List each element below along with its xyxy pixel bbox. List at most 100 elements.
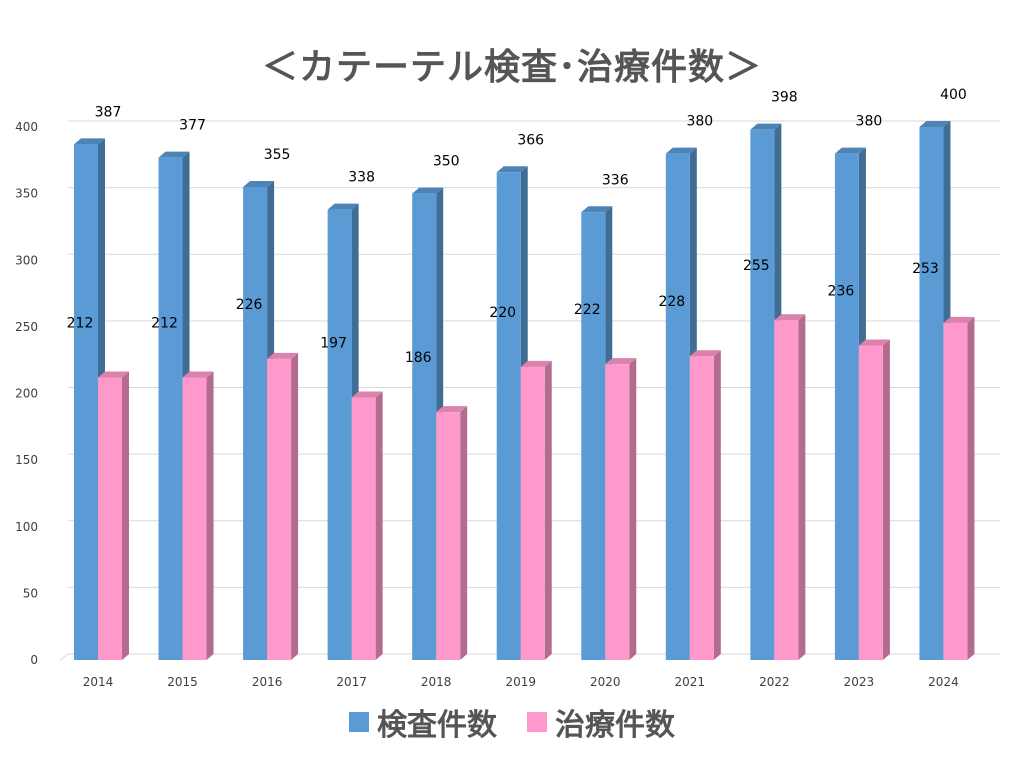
legend-swatch-series-1 [349,712,369,732]
x-tick-label: 2014 [83,675,114,689]
bar-side-chiryo [629,358,637,660]
bar-kensa [327,209,352,661]
x-tick-label: 2016 [252,675,283,689]
data-label: 186 [405,350,432,366]
y-tick-label: 100 [15,520,38,534]
bar-chiryo [774,320,799,660]
bar-top-kensa [919,121,951,127]
legend-item-series-2: 治療件数 [527,700,675,744]
bar-top-kensa [834,147,866,154]
bar-chiryo [520,366,545,660]
legend-label-series-2: 治療件数 [555,708,675,743]
data-label: 380 [686,114,713,130]
chart-title: ＜カテーテル検査･治療件数＞ [261,47,762,88]
bar-side-chiryo [122,371,129,660]
bar-side-chiryo [798,314,806,660]
legend-label-series-1: 検査件数 [377,708,497,743]
data-label: 350 [433,154,460,170]
y-tick-label: 250 [15,320,38,334]
bar-top-chiryo [689,350,721,357]
y-tick-label: 150 [15,453,38,467]
data-label: 253 [912,261,939,277]
bar-kensa [834,153,859,660]
bar-top-chiryo [520,360,552,367]
bar-chiryo [605,364,630,660]
data-label: 255 [743,258,770,274]
data-label: 336 [602,172,629,188]
data-label: 236 [828,284,855,300]
data-label: 355 [264,147,291,163]
data-label: 380 [856,114,883,130]
bar-kensa [496,172,521,660]
bar-chiryo [858,345,883,660]
bar-top-kensa [750,123,782,130]
data-label: 400 [940,87,967,103]
bar-top-kensa [581,206,613,213]
bar-top-chiryo [858,339,890,346]
x-tick-label: 2020 [590,675,621,689]
bar-chiryo [689,356,714,660]
y-tick-label: 300 [15,253,38,267]
data-label: 398 [771,90,798,106]
floor-edge [59,653,69,661]
bar-top-kensa [665,147,697,154]
bar-kensa [750,129,775,661]
bar-top-kensa [243,180,275,187]
data-label: 212 [67,316,94,332]
bar-top-chiryo [267,352,299,359]
bar-side-chiryo [206,371,214,660]
bar-top-chiryo [98,371,129,378]
bar-top-chiryo [182,371,214,378]
bar-side-chiryo [460,406,468,660]
y-tick-label: 50 [23,586,38,600]
bar-chiryo [436,412,461,660]
bar-kensa [243,186,268,660]
bar-top-kensa [158,151,190,158]
data-label: 377 [179,118,206,134]
bar-top-kensa [327,203,359,210]
bar-kensa [412,193,437,660]
bar-chiryo [267,358,292,660]
y-tick-label: 0 [30,653,38,667]
bar-top-chiryo [351,391,383,398]
bar-top-kensa [74,138,105,145]
bar-chiryo [98,377,122,660]
bar-side-chiryo [882,339,890,660]
x-tick-label: 2024 [928,675,959,689]
x-tick-label: 2022 [759,675,790,689]
y-tick-label: 350 [15,187,38,201]
bar-chiryo [351,397,376,660]
y-tick-label: 400 [15,120,38,134]
bar-side-chiryo [713,350,721,660]
legend-swatch-series-2 [527,712,547,732]
x-tick-label: 2017 [336,675,367,689]
data-label: 212 [151,316,178,332]
bar-kensa [74,144,98,660]
data-label: 366 [517,132,544,148]
bar-top-kensa [412,187,444,194]
x-tick-label: 2023 [844,675,875,689]
bar-side-chiryo [967,316,975,660]
bar-chiryo [943,322,968,660]
bar-kensa [581,212,606,660]
bar-side-chiryo [544,360,552,660]
bar-kensa [158,157,183,660]
data-label: 226 [236,297,263,313]
bar-side-chiryo [291,352,299,660]
bar-top-chiryo [943,316,975,323]
data-label: 197 [320,335,347,351]
data-label: 220 [489,305,516,321]
bar-top-chiryo [605,358,637,365]
x-tick-label: 2019 [505,675,536,689]
bar-side-chiryo [375,391,383,660]
data-label: 387 [95,104,122,120]
bar-top-kensa [496,166,528,173]
bar-top-chiryo [774,314,806,321]
bar-kensa [665,153,690,660]
x-tick-label: 2015 [167,675,198,689]
bar-top-chiryo [436,406,468,413]
data-label: 228 [658,294,685,310]
bar-chiryo [182,377,207,660]
